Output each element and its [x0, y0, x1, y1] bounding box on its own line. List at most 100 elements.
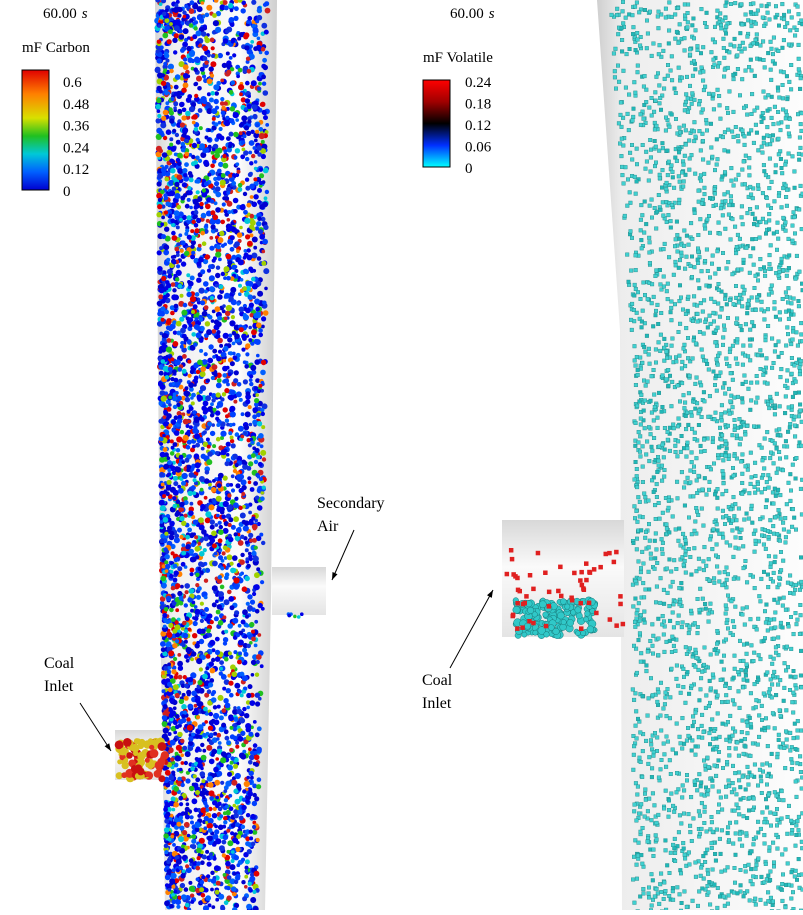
particle	[222, 373, 227, 378]
particle	[248, 882, 252, 886]
particle	[182, 621, 187, 626]
particle	[237, 660, 242, 665]
particle	[175, 639, 179, 643]
particle	[172, 843, 176, 847]
particle	[260, 580, 264, 584]
particle	[238, 651, 242, 655]
particle	[171, 97, 175, 101]
particle	[642, 887, 646, 891]
particle	[172, 643, 177, 648]
particle	[122, 762, 129, 769]
particle	[208, 315, 213, 320]
particle	[703, 810, 707, 814]
particle	[705, 11, 709, 15]
particle	[247, 16, 252, 21]
particle	[243, 432, 247, 436]
particle	[225, 703, 231, 709]
particle	[248, 533, 253, 538]
particle	[224, 798, 228, 802]
particle	[762, 467, 766, 471]
particle	[233, 764, 238, 769]
particle	[181, 562, 186, 567]
particle	[760, 791, 764, 795]
particle	[255, 448, 260, 453]
particle	[205, 895, 211, 901]
particle	[211, 54, 215, 58]
particle	[252, 104, 258, 110]
particle	[215, 898, 219, 902]
particle	[716, 906, 720, 910]
particle	[182, 128, 187, 133]
particle	[793, 34, 797, 38]
particle	[240, 278, 244, 282]
particle	[234, 370, 239, 375]
particle	[161, 583, 167, 589]
particle	[264, 287, 268, 291]
particle	[173, 50, 177, 54]
particle	[248, 732, 253, 737]
particle	[157, 266, 163, 272]
particle	[248, 151, 252, 155]
particle	[171, 899, 176, 904]
particle	[174, 890, 178, 894]
particle	[219, 285, 224, 290]
particle	[727, 894, 731, 898]
particle	[188, 374, 192, 378]
particle	[216, 330, 220, 334]
particle	[235, 162, 239, 166]
particle	[218, 538, 223, 543]
particle	[201, 529, 207, 535]
particle	[744, 870, 748, 874]
particle	[766, 617, 770, 621]
particle	[635, 31, 639, 35]
particle	[703, 85, 707, 89]
particle	[249, 700, 255, 706]
particle	[236, 74, 240, 78]
particle	[168, 396, 172, 400]
particle	[221, 244, 225, 248]
particle	[195, 317, 199, 321]
particle	[205, 38, 211, 44]
particle	[172, 396, 178, 402]
particle	[241, 880, 245, 884]
particle	[196, 734, 200, 738]
particle	[226, 191, 230, 195]
particle	[187, 280, 191, 284]
particle	[208, 682, 213, 687]
particle	[203, 430, 207, 434]
particle	[150, 749, 159, 758]
particle	[635, 548, 639, 552]
particle	[770, 180, 774, 184]
particle	[181, 543, 185, 547]
particle	[174, 570, 179, 575]
particle	[220, 794, 224, 798]
particle	[222, 304, 226, 308]
particle	[205, 470, 210, 475]
particle	[187, 235, 192, 240]
particle	[783, 766, 787, 770]
particle	[723, 130, 727, 134]
particle	[168, 687, 173, 692]
particle	[227, 772, 232, 777]
particle	[188, 628, 192, 632]
particle	[262, 486, 266, 490]
particle	[231, 443, 236, 448]
particle	[256, 221, 261, 226]
particle	[780, 367, 784, 371]
particle	[715, 358, 719, 362]
particle	[684, 645, 688, 649]
particle	[667, 42, 671, 46]
particle	[654, 517, 658, 521]
particle	[210, 871, 214, 875]
particle	[247, 119, 251, 123]
particle	[196, 179, 201, 184]
particle	[235, 683, 240, 688]
particle	[162, 12, 166, 16]
particle	[176, 321, 182, 327]
particle	[202, 611, 206, 615]
particle	[225, 781, 231, 787]
particle	[214, 181, 219, 186]
particle	[736, 233, 740, 237]
particle	[162, 494, 166, 498]
particle	[258, 229, 263, 234]
